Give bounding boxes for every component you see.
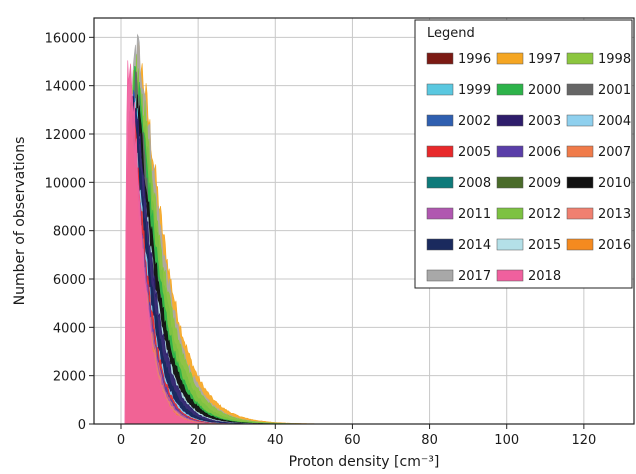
legend-swatch-2009 (496, 176, 524, 189)
x-tick-label: 80 (421, 433, 438, 448)
legend-label-2017: 2017 (458, 269, 491, 284)
legend-label-2001: 2001 (598, 83, 631, 98)
legend-label-2008: 2008 (458, 176, 491, 191)
x-tick-label: 120 (571, 433, 596, 448)
y-tick-label: 10000 (45, 176, 86, 191)
legend-swatch-2004 (566, 114, 594, 127)
legend-swatch-2018 (496, 269, 524, 282)
y-tick-label: 16000 (45, 31, 86, 46)
legend-label-2005: 2005 (458, 145, 491, 160)
y-tick-label: 6000 (53, 273, 86, 288)
x-tick-label: 20 (190, 433, 207, 448)
legend-label-1998: 1998 (598, 52, 631, 67)
x-axis-label: Proton density [cm⁻³] (289, 454, 440, 470)
legend-swatch-2002 (426, 114, 454, 127)
legend-swatch-1998 (566, 52, 594, 65)
legend-swatch-2012 (496, 207, 524, 220)
legend-swatch-2010 (566, 176, 594, 189)
x-axis-ticks: 0 20 40 60 80 100 120 (117, 424, 596, 448)
legend-label-2000: 2000 (528, 83, 561, 98)
y-tick-label: 4000 (53, 321, 86, 336)
legend-swatch-2017 (426, 269, 454, 282)
legend-swatch-2003 (496, 114, 524, 127)
y-axis-label: Number of observations (12, 137, 28, 306)
legend-label-2012: 2012 (528, 207, 561, 222)
legend-swatch-2007 (566, 145, 594, 158)
legend-label-2015: 2015 (528, 238, 561, 253)
legend-swatch-2001 (566, 83, 594, 96)
legend-swatch-2006 (496, 145, 524, 158)
x-tick-label: 0 (117, 433, 125, 448)
y-tick-label: 12000 (45, 128, 86, 143)
legend-swatch-1997 (496, 52, 524, 65)
legend-swatch-1996 (426, 52, 454, 65)
legend-label-2011: 2011 (458, 207, 491, 222)
legend: Legend 1996 1997 1998 1999 2000 2001 2002 2003 2… (414, 19, 633, 289)
x-tick-label: 40 (267, 433, 284, 448)
legend-label-2009: 2009 (528, 176, 561, 191)
y-tick-label: 8000 (53, 225, 86, 240)
x-tick-label: 100 (494, 433, 519, 448)
legend-swatch-2000 (496, 83, 524, 96)
legend-swatch-2016 (566, 238, 594, 251)
legend-label-2006: 2006 (528, 145, 561, 160)
legend-label-2014: 2014 (458, 238, 491, 253)
legend-swatch-2015 (496, 238, 524, 251)
legend-items: 1996 1997 1998 1999 2000 2001 2002 2003 2004 2005… (426, 52, 631, 284)
legend-label-2018: 2018 (528, 269, 561, 284)
legend-swatch-2011 (426, 207, 454, 220)
legend-title: Legend (427, 26, 475, 41)
legend-label-2013: 2013 (598, 207, 631, 222)
x-tick-label: 60 (344, 433, 361, 448)
y-tick-label: 2000 (53, 370, 86, 385)
legend-label-2010: 2010 (598, 176, 631, 191)
legend-label-2007: 2007 (598, 145, 631, 160)
legend-swatch-2008 (426, 176, 454, 189)
series-areas (121, 33, 353, 424)
y-tick-label: 0 (78, 418, 86, 433)
legend-label-2004: 2004 (598, 114, 631, 129)
y-axis-ticks: 0 2000 4000 6000 8000 10000 12000 14000 16000 (45, 31, 94, 433)
legend-label-2002: 2002 (458, 114, 491, 129)
legend-swatch-2014 (426, 238, 454, 251)
y-tick-label: 14000 (45, 80, 86, 95)
legend-label-1996: 1996 (458, 52, 491, 67)
legend-swatch-1999 (426, 83, 454, 96)
legend-swatch-2005 (426, 145, 454, 158)
legend-label-2016: 2016 (598, 238, 631, 253)
legend-label-1999: 1999 (458, 83, 491, 98)
legend-label-2003: 2003 (528, 114, 561, 129)
legend-label-1997: 1997 (528, 52, 561, 67)
plot-frame (93, 17, 635, 425)
legend-swatch-2013 (566, 207, 594, 220)
